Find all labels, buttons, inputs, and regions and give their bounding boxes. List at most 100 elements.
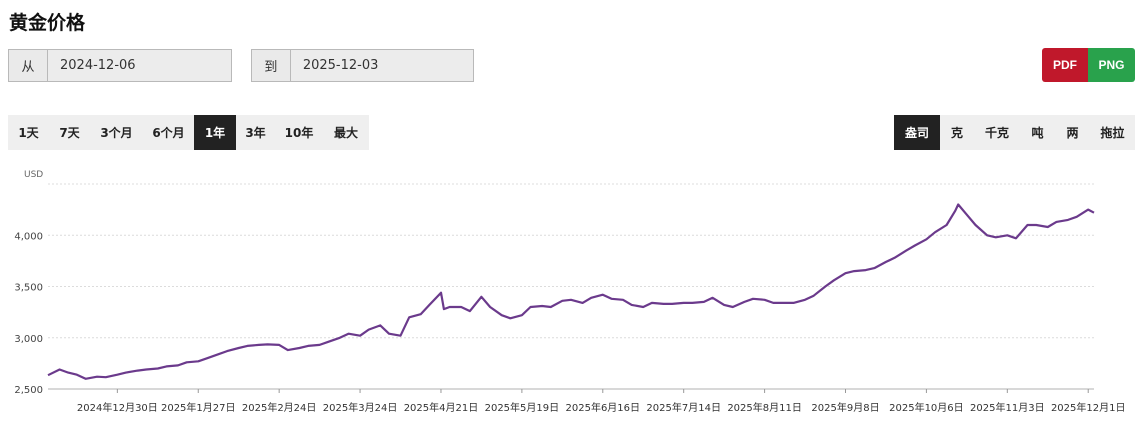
price-point[interactable] bbox=[964, 212, 970, 218]
price-point[interactable] bbox=[244, 343, 250, 349]
price-point[interactable] bbox=[285, 347, 291, 353]
price-point[interactable] bbox=[215, 351, 221, 357]
range-tab-3m[interactable]: 3个月 bbox=[100, 126, 133, 140]
range-tab-7d[interactable]: 7天 bbox=[59, 126, 80, 140]
price-point[interactable] bbox=[103, 374, 109, 380]
price-point[interactable] bbox=[519, 312, 525, 318]
price-point[interactable] bbox=[710, 295, 716, 301]
price-point[interactable] bbox=[883, 259, 889, 265]
price-point[interactable] bbox=[811, 293, 817, 299]
price-point[interactable] bbox=[487, 304, 493, 310]
price-point[interactable] bbox=[831, 277, 837, 283]
price-point[interactable] bbox=[406, 314, 412, 320]
price-point[interactable] bbox=[57, 367, 63, 373]
price-point[interactable] bbox=[660, 301, 666, 307]
price-point[interactable] bbox=[681, 300, 687, 306]
price-point[interactable] bbox=[467, 308, 473, 314]
price-point[interactable] bbox=[265, 341, 271, 347]
price-point[interactable] bbox=[377, 322, 383, 328]
price-point[interactable] bbox=[620, 297, 626, 303]
price-point[interactable] bbox=[1085, 207, 1091, 213]
price-point[interactable] bbox=[892, 255, 898, 261]
price-point[interactable] bbox=[305, 343, 311, 349]
price-point[interactable] bbox=[441, 306, 447, 312]
price-point[interactable] bbox=[224, 348, 230, 354]
price-point[interactable] bbox=[499, 312, 505, 318]
range-tab-max[interactable]: 最大 bbox=[333, 126, 358, 140]
price-point[interactable] bbox=[83, 376, 89, 382]
price-point[interactable] bbox=[204, 355, 210, 361]
price-point[interactable] bbox=[782, 300, 788, 306]
price-point[interactable] bbox=[580, 300, 586, 306]
price-point[interactable] bbox=[955, 202, 961, 208]
price-point[interactable] bbox=[741, 299, 747, 305]
price-point[interactable] bbox=[932, 229, 938, 235]
price-point[interactable] bbox=[640, 304, 646, 310]
unit-tab-gram[interactable]: 克 bbox=[950, 126, 963, 140]
price-point[interactable] bbox=[608, 296, 614, 302]
price-point[interactable] bbox=[689, 300, 695, 306]
price-point[interactable] bbox=[1045, 224, 1051, 230]
price-point[interactable] bbox=[123, 370, 129, 376]
date-from-input[interactable] bbox=[48, 50, 231, 81]
price-point[interactable] bbox=[317, 342, 323, 348]
price-point[interactable] bbox=[952, 208, 958, 214]
range-tab-3y[interactable]: 3年 bbox=[245, 126, 266, 140]
price-point[interactable] bbox=[346, 331, 352, 337]
price-point[interactable] bbox=[1091, 210, 1097, 216]
price-point[interactable] bbox=[548, 304, 554, 310]
range-tab-10y[interactable]: 10年 bbox=[284, 126, 314, 140]
price-point[interactable] bbox=[458, 304, 464, 310]
price-point[interactable] bbox=[843, 270, 849, 276]
price-point[interactable] bbox=[629, 302, 635, 308]
price-point[interactable] bbox=[903, 248, 909, 254]
price-point[interactable] bbox=[984, 232, 990, 238]
price-point[interactable] bbox=[851, 268, 857, 274]
price-point[interactable] bbox=[790, 300, 796, 306]
price-point[interactable] bbox=[276, 342, 282, 348]
price-point[interactable] bbox=[1004, 232, 1010, 238]
price-point[interactable] bbox=[426, 302, 432, 308]
price-point[interactable] bbox=[163, 363, 169, 369]
price-point[interactable] bbox=[730, 304, 736, 310]
price-point[interactable] bbox=[1074, 214, 1080, 220]
price-point[interactable] bbox=[750, 296, 756, 302]
price-point[interactable] bbox=[296, 345, 302, 351]
price-point[interactable] bbox=[45, 372, 51, 378]
price-point[interactable] bbox=[195, 358, 201, 364]
price-point[interactable] bbox=[447, 304, 453, 310]
price-point[interactable] bbox=[701, 299, 707, 305]
unit-tab-kilogram[interactable]: 千克 bbox=[984, 126, 1009, 140]
price-point[interactable] bbox=[94, 374, 100, 380]
price-point[interactable] bbox=[669, 301, 675, 307]
price-point[interactable] bbox=[944, 222, 950, 228]
price-point[interactable] bbox=[973, 222, 979, 228]
unit-tab-ounce[interactable]: 盎司 bbox=[894, 115, 940, 150]
price-point[interactable] bbox=[863, 267, 869, 273]
price-point[interactable] bbox=[114, 372, 120, 378]
range-tab-6m[interactable]: 6个月 bbox=[152, 126, 185, 140]
price-point[interactable] bbox=[802, 297, 808, 303]
price-point[interactable] bbox=[762, 297, 768, 303]
price-point[interactable] bbox=[418, 311, 424, 317]
date-to-input[interactable] bbox=[290, 50, 473, 81]
price-point[interactable] bbox=[539, 303, 545, 309]
price-point[interactable] bbox=[507, 315, 513, 321]
price-point[interactable] bbox=[398, 333, 404, 339]
price-point[interactable] bbox=[770, 300, 776, 306]
price-point[interactable] bbox=[65, 370, 71, 376]
price-point[interactable] bbox=[386, 331, 392, 337]
price-point[interactable] bbox=[1033, 222, 1039, 228]
price-point[interactable] bbox=[568, 297, 574, 303]
price-point[interactable] bbox=[143, 367, 149, 373]
price-point[interactable] bbox=[528, 304, 534, 310]
price-point[interactable] bbox=[1065, 217, 1071, 223]
price-point[interactable] bbox=[1013, 235, 1019, 241]
price-point[interactable] bbox=[184, 359, 190, 365]
price-point[interactable] bbox=[923, 236, 929, 242]
price-point[interactable] bbox=[175, 362, 181, 368]
price-point[interactable] bbox=[74, 372, 80, 378]
price-point[interactable] bbox=[357, 333, 363, 339]
price-point[interactable] bbox=[649, 300, 655, 306]
unit-tab-tola[interactable]: 拖拉 bbox=[1100, 126, 1125, 140]
